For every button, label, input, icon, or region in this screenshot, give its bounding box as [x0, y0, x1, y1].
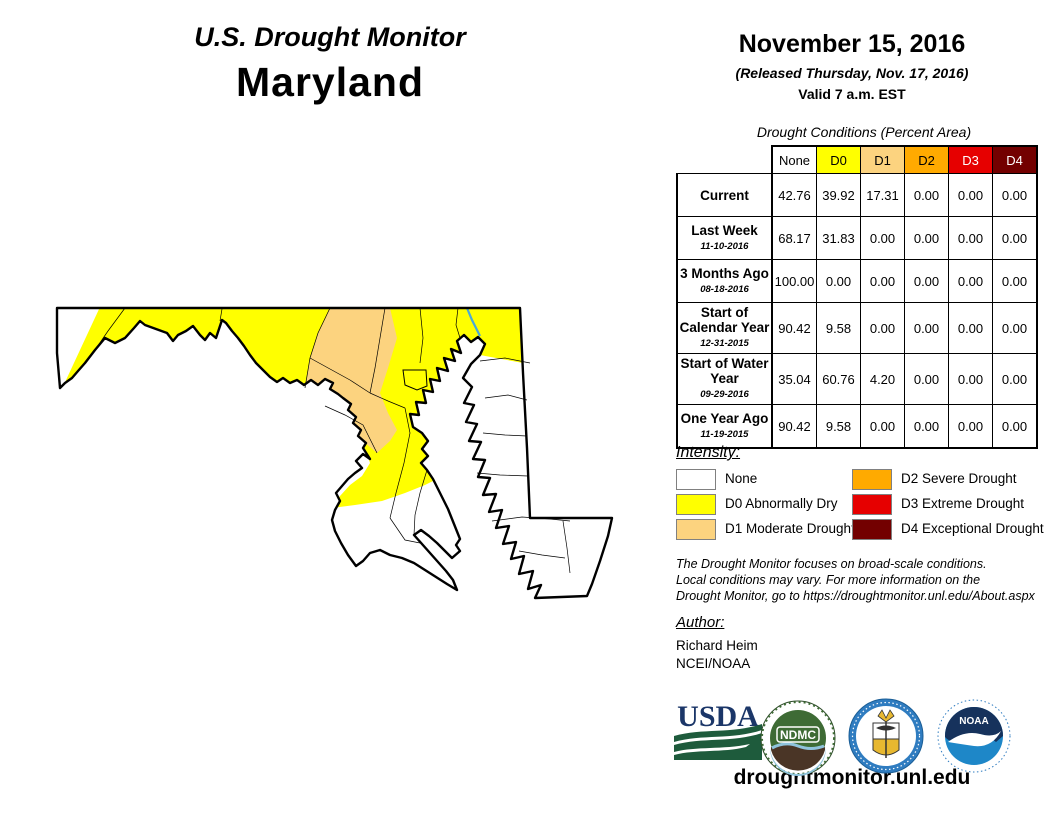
table-cell: 4.20: [860, 353, 905, 405]
table-cell: 0.00: [904, 173, 949, 217]
map-date: November 15, 2016: [738, 30, 966, 58]
row-label: One Year Ago 11-19-2015: [676, 404, 773, 449]
row-date: 11-19-2015: [700, 428, 749, 440]
map-region-none: [57, 308, 612, 598]
table-cell: 100.00: [771, 259, 817, 303]
table-cell: 0.00: [992, 259, 1038, 303]
row-label: Start of Calendar Year 12-31-2015: [676, 302, 773, 354]
disclaimer-text: The Drought Monitor focuses on broad-sca…: [676, 557, 1035, 603]
table-cell: 0.00: [948, 404, 993, 449]
col-header-d2: D2: [904, 145, 949, 174]
table-cell: 0.00: [992, 353, 1038, 405]
table-cell: 0.00: [948, 302, 993, 354]
usda-logo: USDA: [674, 700, 762, 760]
table-corner-cell: [677, 146, 772, 174]
legend-swatch-d0: [676, 494, 716, 515]
svg-text:USDA: USDA: [677, 700, 759, 733]
table-cell: 0.00: [948, 259, 993, 303]
drought-conditions-table: None D0 D1 D2 D3 D4 Current 42.76 39.92 …: [676, 145, 1038, 449]
table-row-start-water-year: Start of Water Year 09-29-2016 35.04 60.7…: [676, 353, 1038, 405]
table-cell: 0.00: [992, 216, 1038, 260]
legend-title: Intensity:: [676, 444, 741, 461]
col-header-d4: D4: [992, 145, 1038, 174]
svg-text:NDMC: NDMC: [780, 728, 816, 742]
table-cell: 0.00: [904, 353, 949, 405]
row-date: 08-18-2016: [700, 283, 749, 295]
row-label: Current: [676, 173, 773, 217]
row-label: 3 Months Ago 08-18-2016: [676, 259, 773, 303]
valid-time: Valid 7 a.m. EST: [798, 86, 906, 102]
table-cell: 0.00: [948, 353, 993, 405]
table-cell: 0.00: [904, 302, 949, 354]
col-header-none: None: [771, 145, 817, 174]
table-row-start-calendar-year: Start of Calendar Year 12-31-2015 90.42 9…: [676, 302, 1038, 354]
table-cell: 90.42: [771, 404, 817, 449]
table-header-row: None D0 D1 D2 D3 D4: [677, 145, 1038, 174]
table-cell: 31.83: [816, 216, 861, 260]
row-label: Last Week 11-10-2016: [676, 216, 773, 260]
table-cell: 35.04: [771, 353, 817, 405]
legend-swatch-d1: [676, 519, 716, 540]
row-date: 11-10-2016: [700, 240, 749, 252]
author-heading: Author:: [676, 614, 725, 631]
maryland-drought-map: [55, 306, 614, 600]
table-title: Drought Conditions (Percent Area): [756, 124, 972, 140]
table-cell: 0.00: [904, 259, 949, 303]
table-cell: 0.00: [992, 173, 1038, 217]
title-block: U.S. Drought Monitor Maryland: [0, 22, 660, 106]
ndmc-logo: NDMC: [760, 700, 836, 776]
table-cell: 0.00: [816, 259, 861, 303]
table-cell: 9.58: [816, 404, 861, 449]
col-header-d1: D1: [860, 145, 905, 174]
table-cell: 9.58: [816, 302, 861, 354]
table-row-last-week: Last Week 11-10-2016 68.17 31.83 0.00 0.0…: [676, 216, 1038, 260]
legend-swatch-none: [676, 469, 716, 490]
author-org: NCEI/NOAA: [676, 656, 751, 671]
col-header-d0: D0: [816, 145, 861, 174]
table-cell: 0.00: [904, 216, 949, 260]
table-cell: 0.00: [860, 259, 905, 303]
table-cell: 68.17: [771, 216, 817, 260]
col-header-d3: D3: [948, 145, 993, 174]
legend-swatch-d2: [852, 469, 892, 490]
table-cell: 0.00: [860, 302, 905, 354]
table-row-3-months-ago: 3 Months Ago 08-18-2016 100.00 0.00 0.00 …: [676, 259, 1038, 303]
table-cell: 0.00: [904, 404, 949, 449]
table-cell: 39.92: [816, 173, 861, 217]
drought-table-wrap: None D0 D1 D2 D3 D4 Current 42.76 39.92 …: [676, 145, 1038, 449]
legend-swatch-d4: [852, 519, 892, 540]
row-date: 09-29-2016: [700, 389, 749, 400]
table-cell: 17.31: [860, 173, 905, 217]
table-cell: 0.00: [860, 404, 905, 449]
table-cell: 0.00: [948, 173, 993, 217]
svg-text:NOAA: NOAA: [959, 716, 988, 727]
row-label: Start of Water Year 09-29-2016: [676, 353, 773, 405]
table-cell: 0.00: [992, 404, 1038, 449]
table-cell: 60.76: [816, 353, 861, 405]
department-of-commerce-seal: [848, 698, 924, 774]
noaa-logo: NOAA: [937, 699, 1011, 773]
state-outline: [55, 306, 614, 600]
table-cell: 0.00: [860, 216, 905, 260]
table-cell: 0.00: [948, 216, 993, 260]
susquehanna-river: [465, 307, 481, 337]
table-cell: 0.00: [992, 302, 1038, 354]
table-cell: 42.76: [771, 173, 817, 217]
map-region-d0: [60, 308, 523, 508]
date-block: November 15, 2016 (Released Thursday, No…: [676, 30, 1028, 102]
baltimore-city-outline: [402, 369, 428, 391]
table-row-one-year-ago: One Year Ago 11-19-2015 90.42 9.58 0.00 0…: [676, 404, 1038, 449]
legend-swatch-d3: [852, 494, 892, 515]
table-cell: 90.42: [771, 302, 817, 354]
release-date: (Released Thursday, Nov. 17, 2016): [735, 65, 969, 81]
row-date: 12-31-2015: [700, 338, 749, 349]
report-title: U.S. Drought Monitor: [194, 22, 466, 52]
state-name-title: Maryland: [236, 59, 424, 105]
author-name: Richard Heim: [676, 638, 758, 653]
table-row-current: Current 42.76 39.92 17.31 0.00 0.00 0.00: [676, 173, 1038, 217]
